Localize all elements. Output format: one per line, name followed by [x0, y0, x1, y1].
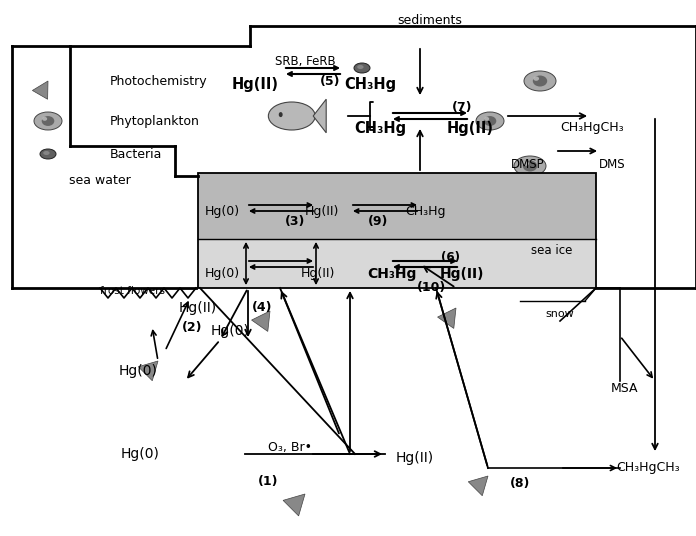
Ellipse shape: [269, 102, 315, 130]
Text: CH₃Hg: CH₃Hg: [405, 205, 445, 218]
Text: sea ice: sea ice: [531, 244, 573, 257]
Ellipse shape: [392, 201, 408, 211]
Ellipse shape: [533, 76, 547, 86]
Ellipse shape: [476, 112, 504, 130]
Ellipse shape: [277, 263, 293, 273]
Ellipse shape: [280, 265, 287, 269]
Ellipse shape: [459, 257, 464, 261]
Ellipse shape: [524, 71, 556, 91]
Text: CH₃HgCH₃: CH₃HgCH₃: [616, 461, 680, 474]
Text: Hg(0): Hg(0): [211, 324, 249, 338]
Text: (2): (2): [182, 322, 203, 334]
Polygon shape: [468, 476, 488, 496]
Text: sea water: sea water: [69, 175, 131, 188]
Text: Hg(0): Hg(0): [120, 447, 159, 461]
Text: SRB, FeRB: SRB, FeRB: [275, 55, 335, 68]
Text: Hg(II): Hg(II): [305, 205, 339, 218]
Ellipse shape: [354, 63, 370, 73]
Ellipse shape: [42, 116, 54, 126]
Text: (9): (9): [367, 214, 388, 227]
Ellipse shape: [277, 201, 293, 211]
Text: (1): (1): [258, 474, 278, 488]
Ellipse shape: [280, 203, 287, 207]
Text: Hg(II): Hg(II): [179, 301, 217, 315]
Text: DMS: DMS: [599, 158, 625, 170]
Polygon shape: [313, 99, 326, 133]
Text: (7): (7): [452, 101, 473, 115]
Ellipse shape: [523, 160, 537, 172]
Text: CH₃HgCH₃: CH₃HgCH₃: [560, 122, 624, 135]
Text: sediments: sediments: [397, 14, 462, 27]
Text: CH₃Hg: CH₃Hg: [344, 77, 396, 92]
Text: Hg(II): Hg(II): [440, 267, 484, 281]
Ellipse shape: [357, 65, 363, 69]
Text: Hg(0): Hg(0): [205, 205, 239, 218]
Polygon shape: [251, 311, 270, 331]
Ellipse shape: [533, 77, 539, 81]
Ellipse shape: [451, 252, 479, 270]
Text: DMSP: DMSP: [511, 158, 545, 170]
Text: CH₃Hg: CH₃Hg: [354, 121, 406, 136]
Ellipse shape: [332, 201, 348, 211]
Polygon shape: [33, 81, 48, 99]
Polygon shape: [438, 308, 456, 329]
Text: Hg(0): Hg(0): [118, 364, 157, 378]
Text: Photochemistry: Photochemistry: [110, 75, 207, 87]
Text: Hg(II): Hg(II): [232, 77, 278, 92]
Ellipse shape: [523, 161, 529, 166]
Ellipse shape: [43, 151, 49, 155]
Ellipse shape: [40, 149, 56, 159]
Text: Bacteria: Bacteria: [110, 147, 162, 160]
Text: (8): (8): [509, 478, 530, 490]
Ellipse shape: [484, 116, 496, 126]
Bar: [198, 173, 596, 288]
Polygon shape: [139, 361, 158, 381]
Ellipse shape: [279, 112, 283, 117]
Ellipse shape: [459, 256, 471, 266]
Ellipse shape: [395, 203, 402, 207]
Text: (4): (4): [252, 301, 272, 315]
Text: Hg(0): Hg(0): [205, 267, 239, 280]
Text: Phytoplankton: Phytoplankton: [110, 115, 200, 128]
Ellipse shape: [514, 156, 546, 176]
Text: Hg(II): Hg(II): [447, 121, 493, 136]
Text: O₃, Br•: O₃, Br•: [268, 442, 312, 455]
Text: frost flowers: frost flowers: [100, 286, 164, 296]
Ellipse shape: [335, 265, 342, 269]
Bar: [198, 239, 596, 288]
Text: snow: snow: [546, 309, 574, 319]
Polygon shape: [283, 494, 305, 516]
Ellipse shape: [484, 117, 489, 121]
Text: CH₃Hg: CH₃Hg: [367, 267, 417, 281]
Text: (5): (5): [319, 75, 340, 87]
Ellipse shape: [34, 112, 62, 130]
Text: (6): (6): [441, 251, 459, 264]
Text: (10): (10): [418, 281, 447, 294]
Ellipse shape: [332, 263, 348, 273]
Text: (3): (3): [285, 214, 305, 227]
Ellipse shape: [42, 117, 47, 121]
Bar: [198, 173, 596, 239]
Ellipse shape: [335, 203, 342, 207]
Text: Hg(II): Hg(II): [301, 267, 335, 280]
Text: MSA: MSA: [611, 382, 639, 394]
Text: Hg(II): Hg(II): [396, 451, 434, 465]
